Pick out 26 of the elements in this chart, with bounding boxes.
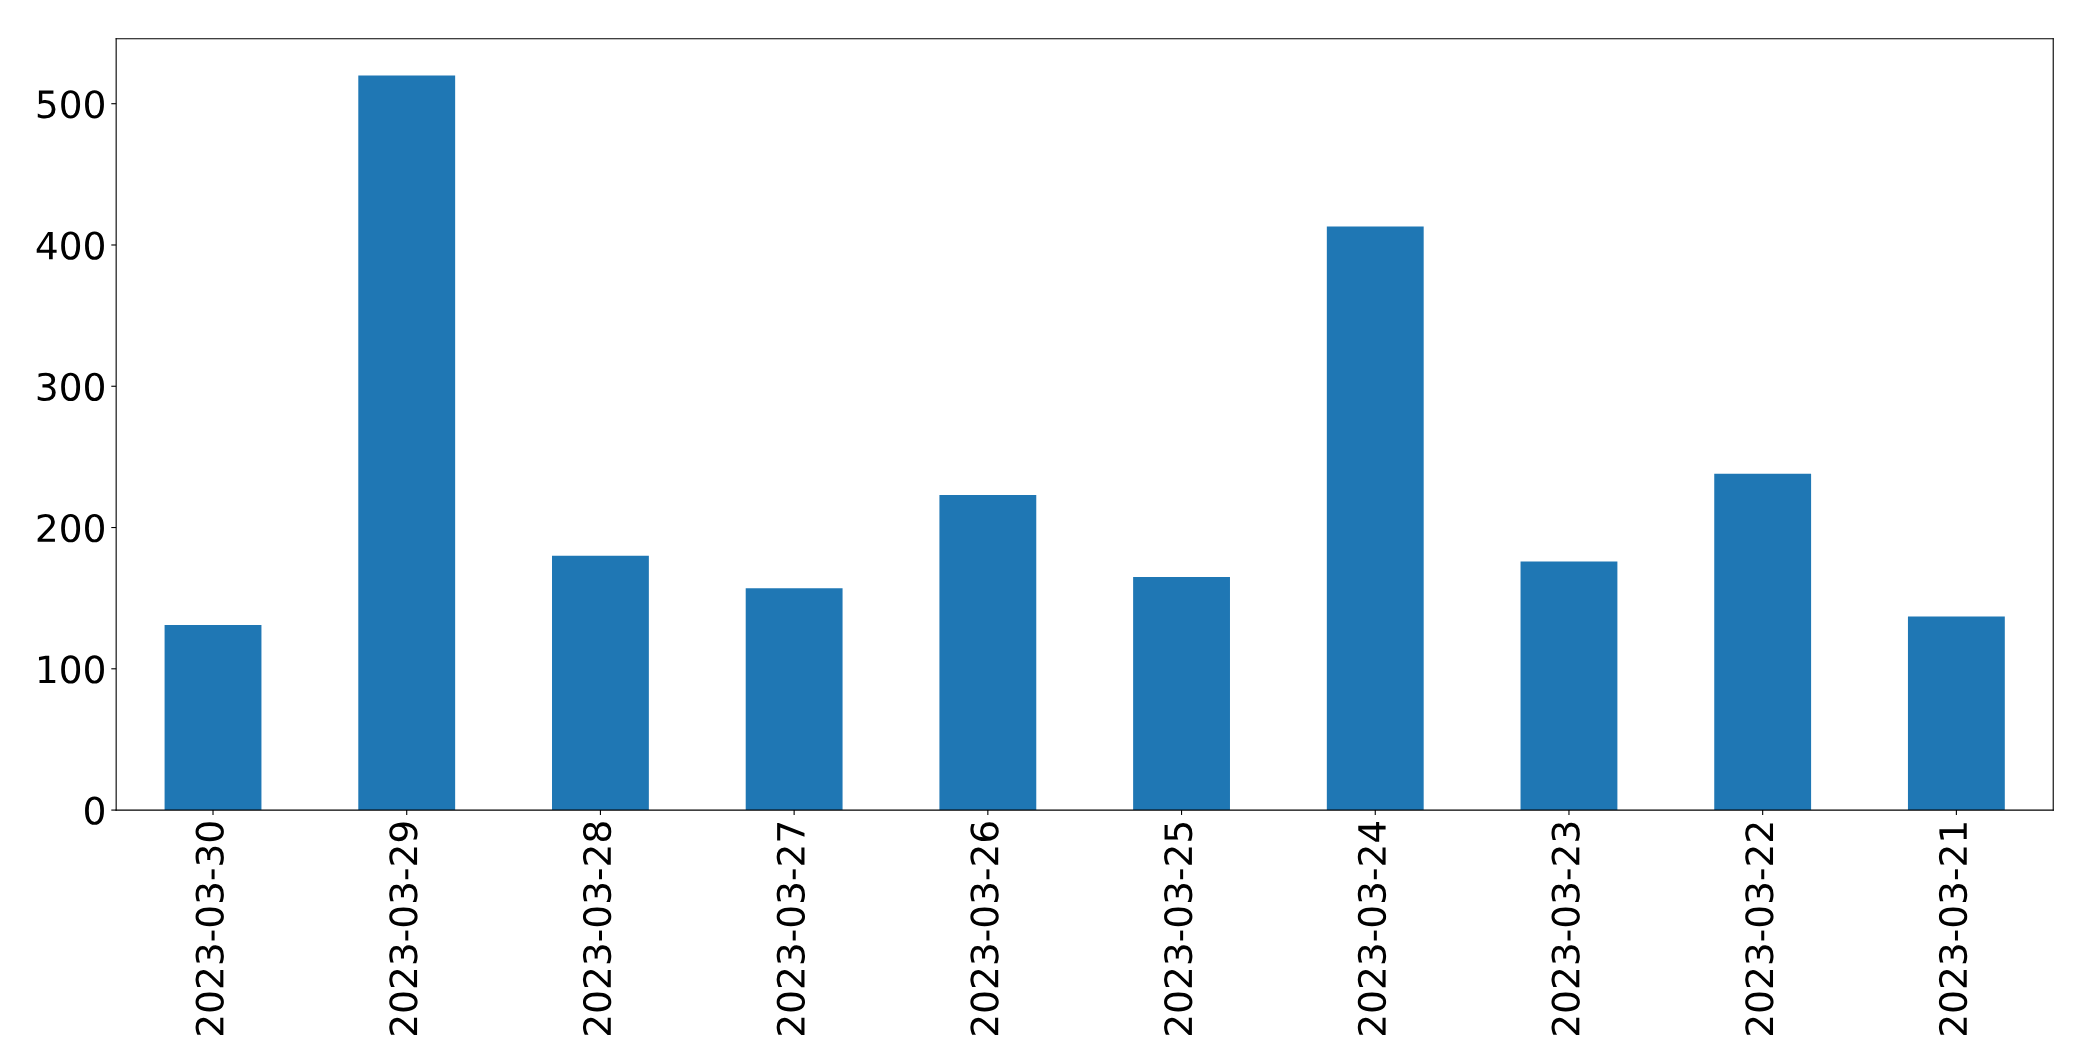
x-tick-label: 2023-03-21 <box>1938 823 1968 1035</box>
bar <box>552 555 649 811</box>
y-tick-label: 400 <box>36 231 104 260</box>
x-tick-label: 2023-03-27 <box>776 823 806 1035</box>
bar <box>1907 616 2005 811</box>
bar <box>745 588 843 811</box>
bar <box>1520 561 1618 811</box>
x-tick-label: 2023-03-25 <box>1164 823 1193 1035</box>
y-tick-label: 0 <box>85 796 104 825</box>
x-tick-label: 2023-03-23 <box>1551 822 1580 1035</box>
x-tick-label: 2023-03-30 <box>195 822 224 1035</box>
y-tick-label: 100 <box>38 655 104 684</box>
y-tick-label: 200 <box>37 513 104 543</box>
x-tick-label: 2023-03-26 <box>970 822 999 1035</box>
x-tick-label: 2023-03-28 <box>582 822 612 1035</box>
bar <box>358 75 456 811</box>
bar <box>1133 576 1230 811</box>
x-tick-label: 2023-03-22 <box>1745 823 1774 1035</box>
y-tick-label: 300 <box>37 372 104 402</box>
x-tick-label: 2023-03-24 <box>1357 821 1387 1035</box>
x-tick-label: 2023-03-29 <box>389 822 418 1035</box>
bar <box>939 495 1037 811</box>
bar <box>1714 473 1812 811</box>
bar <box>1326 226 1424 811</box>
bar <box>164 625 262 811</box>
y-tick-label: 500 <box>37 90 104 119</box>
